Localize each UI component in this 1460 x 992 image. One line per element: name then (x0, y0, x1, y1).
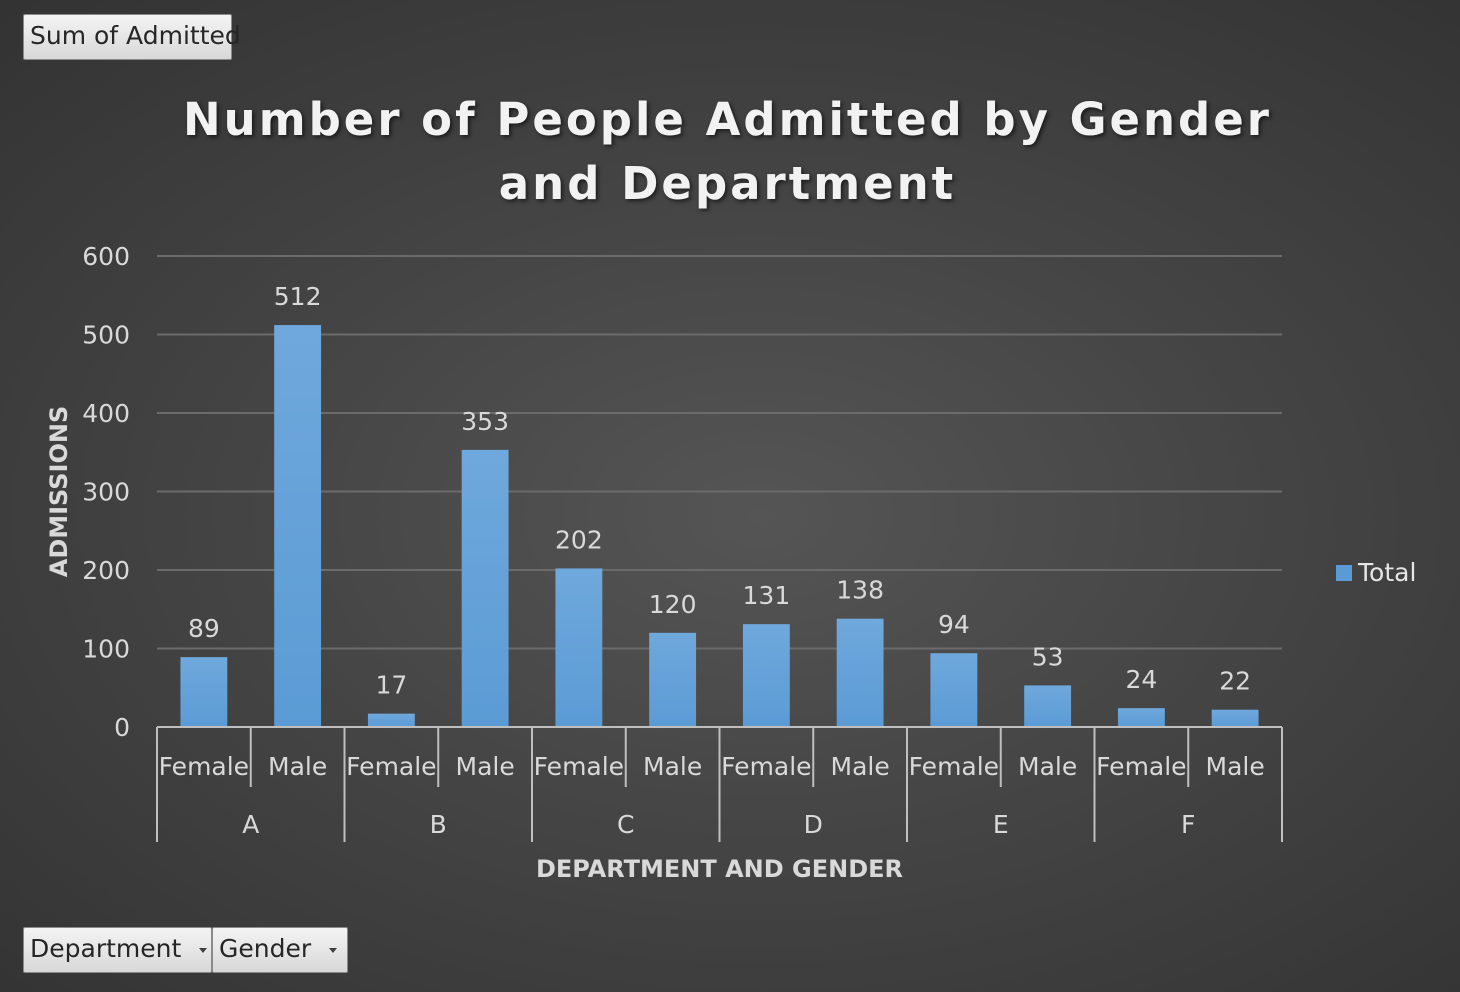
x-axis (156, 726, 1283, 842)
data-label: 17 (375, 671, 407, 700)
category-label: Male (831, 752, 890, 781)
bar (649, 632, 697, 727)
y-tick-label: 0 (114, 713, 130, 742)
dropdown-arrow-icon (329, 947, 338, 953)
category-label: Male (1206, 752, 1265, 781)
sum-of-admitted-label: Sum of Admitted (30, 21, 241, 50)
bar (1117, 708, 1165, 727)
gridlines (157, 255, 1282, 650)
data-label: 131 (743, 581, 791, 610)
group-label: D (804, 810, 823, 839)
bar (367, 713, 415, 727)
category-label: Male (643, 752, 702, 781)
data-label: 24 (1125, 665, 1157, 694)
legend-swatch (1336, 564, 1352, 581)
x-axis-title: DEPARTMENT AND GENDER (536, 855, 903, 883)
y-tick-label: 500 (82, 321, 130, 350)
category-label: Female (346, 752, 436, 781)
category-label: Male (268, 752, 327, 781)
bar (742, 624, 790, 727)
bars (180, 325, 1259, 727)
y-tick-label: 600 (82, 242, 130, 271)
y-tick-label: 100 (82, 635, 130, 664)
bar (555, 568, 603, 727)
data-label: 202 (555, 525, 603, 554)
bar (1024, 685, 1072, 727)
group-label: B (430, 810, 447, 839)
bar (1211, 709, 1259, 727)
bar (930, 653, 978, 727)
gender-label: Gender (219, 934, 312, 963)
bar (836, 618, 884, 727)
category-label: Female (721, 752, 811, 781)
bar (274, 325, 322, 727)
legend-label-total: Total (1358, 558, 1417, 587)
category-label: Male (1018, 752, 1077, 781)
bar (461, 449, 509, 727)
chart-title: Number of People Admitted by Gender and … (183, 93, 1272, 210)
dropdown-arrow-icon (199, 947, 208, 953)
data-label: 138 (836, 576, 884, 605)
data-label: 22 (1219, 667, 1251, 696)
legend: Total (1336, 558, 1416, 587)
category-label: Female (159, 752, 249, 781)
data-label: 512 (274, 282, 322, 311)
category-label: Female (909, 752, 999, 781)
category-label: Female (534, 752, 624, 781)
gender-field-button[interactable]: Gender (212, 927, 348, 973)
y-tick-label: 200 (82, 556, 130, 585)
data-label: 89 (188, 614, 220, 643)
bar (180, 657, 228, 727)
data-label: 353 (461, 407, 509, 436)
y-axis-title: ADMISSIONS (45, 406, 73, 578)
group-label: A (242, 810, 259, 839)
sum-of-admitted-field-button[interactable]: Sum of Admitted (23, 14, 241, 60)
department-field-button[interactable]: Department (23, 927, 212, 973)
group-label: E (993, 810, 1009, 839)
y-tick-label: 400 (82, 399, 130, 428)
data-label: 94 (938, 610, 970, 639)
data-label: 53 (1032, 642, 1064, 671)
category-label: Male (456, 752, 515, 781)
category-label: Female (1096, 752, 1186, 781)
labels: 0 100 200 300 400 500 600 ADMISSIONS 89 Female 512… (45, 242, 1265, 883)
group-label: F (1181, 810, 1195, 839)
y-tick-label: 300 (82, 478, 130, 507)
group-label: C (617, 810, 634, 839)
department-label: Department (30, 934, 182, 963)
data-label: 120 (649, 590, 697, 619)
